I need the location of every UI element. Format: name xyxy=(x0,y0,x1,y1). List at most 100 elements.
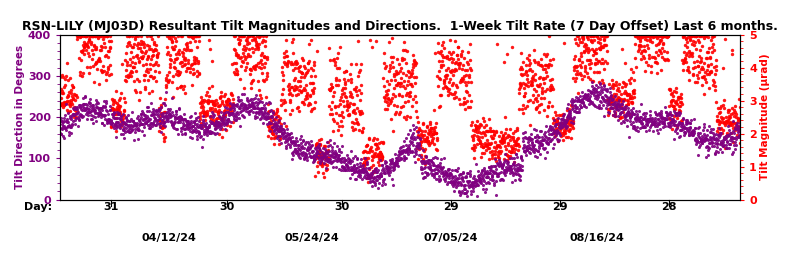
Point xyxy=(417,137,430,141)
Point xyxy=(646,40,658,44)
Point xyxy=(591,36,604,40)
Point xyxy=(390,159,402,163)
Point xyxy=(445,52,458,56)
Point xyxy=(547,118,560,122)
Point xyxy=(411,145,424,150)
Point xyxy=(521,145,534,150)
Point xyxy=(310,144,322,148)
Point xyxy=(402,79,414,83)
Point xyxy=(577,74,590,78)
Point xyxy=(592,70,605,74)
Point xyxy=(669,90,682,94)
Point xyxy=(723,123,736,127)
Point xyxy=(501,159,514,163)
Point xyxy=(143,116,156,121)
Point xyxy=(478,143,491,147)
Point xyxy=(603,102,616,106)
Point xyxy=(562,111,575,115)
Point xyxy=(411,135,424,139)
Point xyxy=(126,34,138,38)
Point xyxy=(574,63,586,68)
Point xyxy=(608,105,621,109)
Point xyxy=(363,180,376,184)
Point xyxy=(129,130,142,134)
Point xyxy=(147,115,160,120)
Point xyxy=(106,97,118,101)
Point xyxy=(422,165,435,169)
Point xyxy=(469,129,482,133)
Point xyxy=(646,55,658,59)
Point xyxy=(655,55,668,59)
Point xyxy=(285,140,298,144)
Point xyxy=(306,149,318,153)
Point xyxy=(217,118,230,122)
Point xyxy=(170,72,182,76)
Point xyxy=(663,120,676,124)
Point xyxy=(628,78,641,82)
Point xyxy=(277,101,290,105)
Point xyxy=(700,80,713,84)
Point xyxy=(634,34,646,38)
Point xyxy=(686,34,698,38)
Point xyxy=(110,124,122,128)
Point xyxy=(602,102,615,106)
Point xyxy=(128,79,141,83)
Point xyxy=(492,172,505,176)
Point xyxy=(497,134,510,138)
Point xyxy=(148,75,161,79)
Point xyxy=(326,100,338,104)
Point xyxy=(124,71,137,75)
Point xyxy=(646,129,659,133)
Point xyxy=(701,72,714,76)
Point xyxy=(582,92,595,96)
Point xyxy=(563,111,576,115)
Point xyxy=(714,104,727,108)
Point xyxy=(586,102,599,106)
Point xyxy=(296,153,309,157)
Point xyxy=(432,84,445,88)
Point xyxy=(257,34,270,38)
Point xyxy=(208,123,221,127)
Point xyxy=(72,114,85,118)
Point xyxy=(312,170,325,174)
Point xyxy=(337,99,350,103)
Point xyxy=(242,54,254,58)
Point xyxy=(543,132,556,136)
Point xyxy=(290,87,302,91)
Point xyxy=(218,109,231,113)
Point xyxy=(327,151,340,155)
Point xyxy=(499,168,512,172)
Point xyxy=(596,45,609,49)
Point xyxy=(678,50,690,54)
Point xyxy=(498,168,510,172)
Point xyxy=(486,173,498,177)
Point xyxy=(704,62,717,66)
Point xyxy=(198,130,211,134)
Point xyxy=(261,55,274,59)
Point xyxy=(73,103,86,107)
Point xyxy=(202,124,215,128)
Point xyxy=(370,175,383,179)
Point xyxy=(703,137,716,141)
Point xyxy=(469,181,482,185)
Point xyxy=(696,134,709,138)
Point xyxy=(669,107,682,111)
Point xyxy=(403,82,416,86)
Point xyxy=(463,174,476,178)
Point xyxy=(71,116,84,120)
Point xyxy=(512,144,525,148)
Point xyxy=(202,101,214,105)
Point xyxy=(130,90,143,94)
Point xyxy=(439,175,452,179)
Point xyxy=(98,34,110,38)
Point xyxy=(350,120,363,124)
Point xyxy=(344,71,357,76)
Point xyxy=(85,113,98,117)
Point xyxy=(299,153,312,157)
Point xyxy=(182,34,194,38)
Point xyxy=(365,175,378,179)
Point xyxy=(426,140,438,144)
Point xyxy=(557,112,570,116)
Point xyxy=(522,99,534,103)
Point xyxy=(54,96,67,100)
